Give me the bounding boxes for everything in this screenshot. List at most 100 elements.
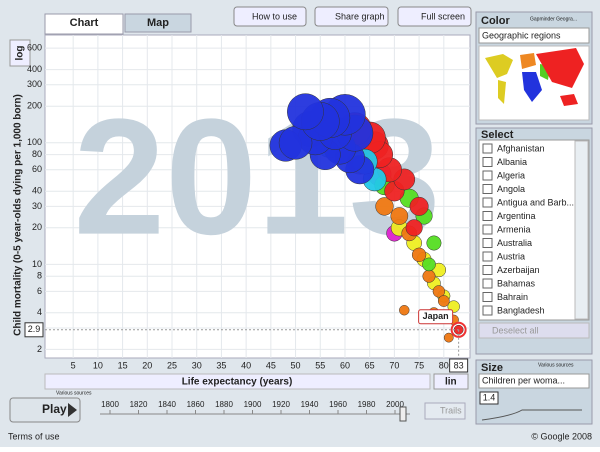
y-readout-box bbox=[24, 322, 44, 338]
copyright: © Google 2008 bbox=[531, 431, 592, 441]
timeline-label: 1900 bbox=[244, 400, 262, 409]
tab-chart[interactable] bbox=[44, 13, 124, 35]
timeline-label: 2000 bbox=[386, 400, 404, 409]
timeline-label: 1960 bbox=[329, 400, 347, 409]
bubble bbox=[405, 219, 423, 237]
country-checkbox[interactable] bbox=[482, 251, 493, 262]
size-readout bbox=[479, 391, 499, 405]
country-name: Angola bbox=[497, 184, 525, 194]
y-tick-label: 20 bbox=[32, 222, 42, 232]
country-checkbox[interactable] bbox=[482, 292, 493, 302]
color-dropdown[interactable] bbox=[478, 27, 590, 44]
y-tick-label: 600 bbox=[27, 43, 42, 53]
x-tick-label: 75 bbox=[414, 360, 424, 370]
fullscreen-button[interactable] bbox=[397, 6, 472, 27]
terms-link[interactable]: Terms of use bbox=[8, 431, 60, 441]
button-label: Full screen bbox=[421, 11, 465, 21]
how-to-use-button[interactable] bbox=[233, 6, 307, 27]
country-checkbox[interactable] bbox=[482, 197, 493, 208]
x-scale: lin bbox=[445, 377, 457, 388]
y-tick-label: 100 bbox=[27, 137, 42, 147]
y-tick-label: 2 bbox=[37, 344, 42, 354]
country-name: Afghanistan bbox=[497, 143, 545, 153]
tab-label: Chart bbox=[70, 17, 99, 29]
country-checkbox[interactable] bbox=[482, 305, 493, 316]
x-axis-selector[interactable] bbox=[44, 373, 431, 390]
panel-title: Select bbox=[481, 129, 514, 141]
x-tick-label: 80 bbox=[439, 360, 449, 370]
size-dropdown[interactable] bbox=[478, 373, 590, 389]
tab-label: Map bbox=[147, 17, 169, 29]
button-label: Share graph bbox=[335, 11, 385, 21]
country-checkbox[interactable] bbox=[482, 238, 493, 248]
bubble bbox=[411, 247, 427, 262]
x-tick-label: 65 bbox=[365, 360, 375, 370]
bubble bbox=[390, 207, 409, 225]
country-checkbox[interactable] bbox=[482, 224, 493, 235]
timeline-label: 1860 bbox=[187, 400, 205, 409]
x-tick-label: 35 bbox=[216, 360, 226, 370]
y-axis-label: Child mortality (0-5 year-olds dying per… bbox=[13, 94, 24, 336]
highlight-ring bbox=[450, 321, 467, 338]
play-label: Play bbox=[42, 402, 67, 416]
trails-label: Trails bbox=[440, 405, 462, 415]
share-button[interactable] bbox=[314, 6, 389, 27]
scrollbar bbox=[574, 140, 589, 320]
country-checkbox[interactable] bbox=[482, 265, 493, 275]
timeline-label: 1840 bbox=[158, 400, 176, 409]
bubble bbox=[422, 257, 436, 272]
annotation: Japan bbox=[423, 311, 449, 321]
x-readout-box bbox=[449, 358, 469, 373]
x-tick-label: 15 bbox=[118, 360, 128, 370]
button-label: How to use bbox=[252, 11, 297, 21]
y-tick-label: 8 bbox=[37, 271, 42, 281]
timeline-handle[interactable] bbox=[399, 406, 407, 422]
country-name: Bahamas bbox=[497, 278, 536, 288]
bubble bbox=[422, 269, 436, 283]
country-checkbox[interactable] bbox=[482, 278, 493, 289]
y-tick-label: 10 bbox=[32, 259, 42, 269]
timeline-label: 1880 bbox=[215, 400, 233, 409]
country-checkbox[interactable] bbox=[482, 170, 493, 181]
button-label: Deselect all bbox=[492, 325, 539, 335]
x-readout: 83 bbox=[454, 360, 464, 370]
y-tick-label: 200 bbox=[27, 101, 42, 111]
map-region bbox=[560, 94, 578, 106]
trails-toggle[interactable] bbox=[424, 402, 466, 420]
bubble bbox=[375, 197, 394, 216]
country-checkbox[interactable] bbox=[482, 143, 493, 154]
y-readout: 2.9 bbox=[28, 324, 41, 334]
x-tick-label: 45 bbox=[266, 360, 276, 370]
bubble bbox=[399, 305, 410, 316]
size-slider[interactable] bbox=[481, 409, 582, 421]
country-name: Antigua and Barb... bbox=[497, 197, 574, 207]
country-name: Azerbaijan bbox=[497, 265, 540, 275]
bubble bbox=[287, 93, 324, 131]
x-tick-label: 50 bbox=[291, 360, 301, 370]
play-button[interactable] bbox=[9, 397, 81, 423]
x-axis-label: Life expectancy (years) bbox=[182, 377, 293, 388]
timeline-label: 1920 bbox=[272, 400, 290, 409]
country-checkbox[interactable] bbox=[482, 157, 493, 167]
y-scale-button[interactable] bbox=[9, 39, 31, 67]
x-tick-label: 70 bbox=[389, 360, 399, 370]
y-tick-label: 6 bbox=[37, 286, 42, 296]
country-checkbox[interactable] bbox=[482, 184, 493, 194]
country-checkbox[interactable] bbox=[482, 211, 493, 221]
map-region bbox=[522, 72, 542, 102]
bubble bbox=[409, 196, 429, 216]
x-tick-label: 10 bbox=[93, 360, 103, 370]
tab-map[interactable] bbox=[124, 13, 192, 33]
x-tick-label: 25 bbox=[167, 360, 177, 370]
country-name: Argentina bbox=[497, 211, 536, 221]
timeline-label: 1800 bbox=[101, 400, 119, 409]
x-tick-label: 20 bbox=[142, 360, 152, 370]
source: Gapminder Geogra... bbox=[530, 16, 577, 22]
bubble bbox=[432, 285, 446, 298]
x-scale-button[interactable] bbox=[433, 373, 469, 390]
deselect-button[interactable] bbox=[478, 322, 590, 339]
country-name: Australia bbox=[497, 238, 532, 248]
y-tick-label: 80 bbox=[32, 149, 42, 159]
source: Various sources bbox=[56, 390, 92, 396]
